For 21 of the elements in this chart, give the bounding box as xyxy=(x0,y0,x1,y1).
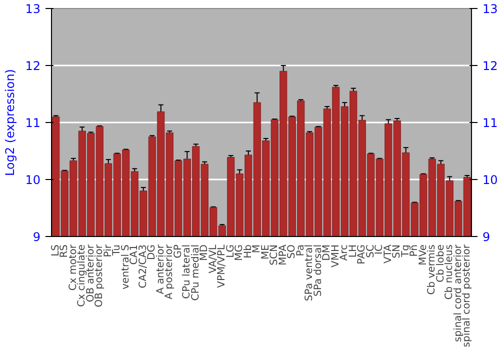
y-tick-label: 10 xyxy=(25,173,41,187)
y-tick-label: 12 xyxy=(25,59,41,73)
y2-tick-label: 12 xyxy=(482,59,498,73)
y2-tick-label: 10 xyxy=(482,173,498,187)
x-tick-label: Tg xyxy=(400,244,412,258)
x-tick-label: Pa xyxy=(295,244,306,256)
y-axis-title: Log2 (expression) xyxy=(3,69,18,176)
x-tick-label: RS xyxy=(59,244,70,258)
y2-tick-label: 11 xyxy=(482,116,498,130)
x-tick-label: DG xyxy=(146,244,158,260)
x-tick-label: MVe xyxy=(418,244,429,266)
y-tick-label: 11 xyxy=(25,116,41,130)
y-tick-label: 9 xyxy=(32,230,41,244)
x-tick-label: Cb lobe xyxy=(435,244,446,282)
x-tick-label: A posterior xyxy=(164,244,176,300)
x-tick-label: GP xyxy=(172,244,184,258)
y-tick-label: 13 xyxy=(25,2,41,16)
y2-tick-label: 13 xyxy=(482,2,498,16)
x-tick-label: OB posterior xyxy=(94,244,106,308)
y2-tick-label: 9 xyxy=(482,230,490,244)
x-tick-label: spinal cord posterior xyxy=(462,244,473,348)
